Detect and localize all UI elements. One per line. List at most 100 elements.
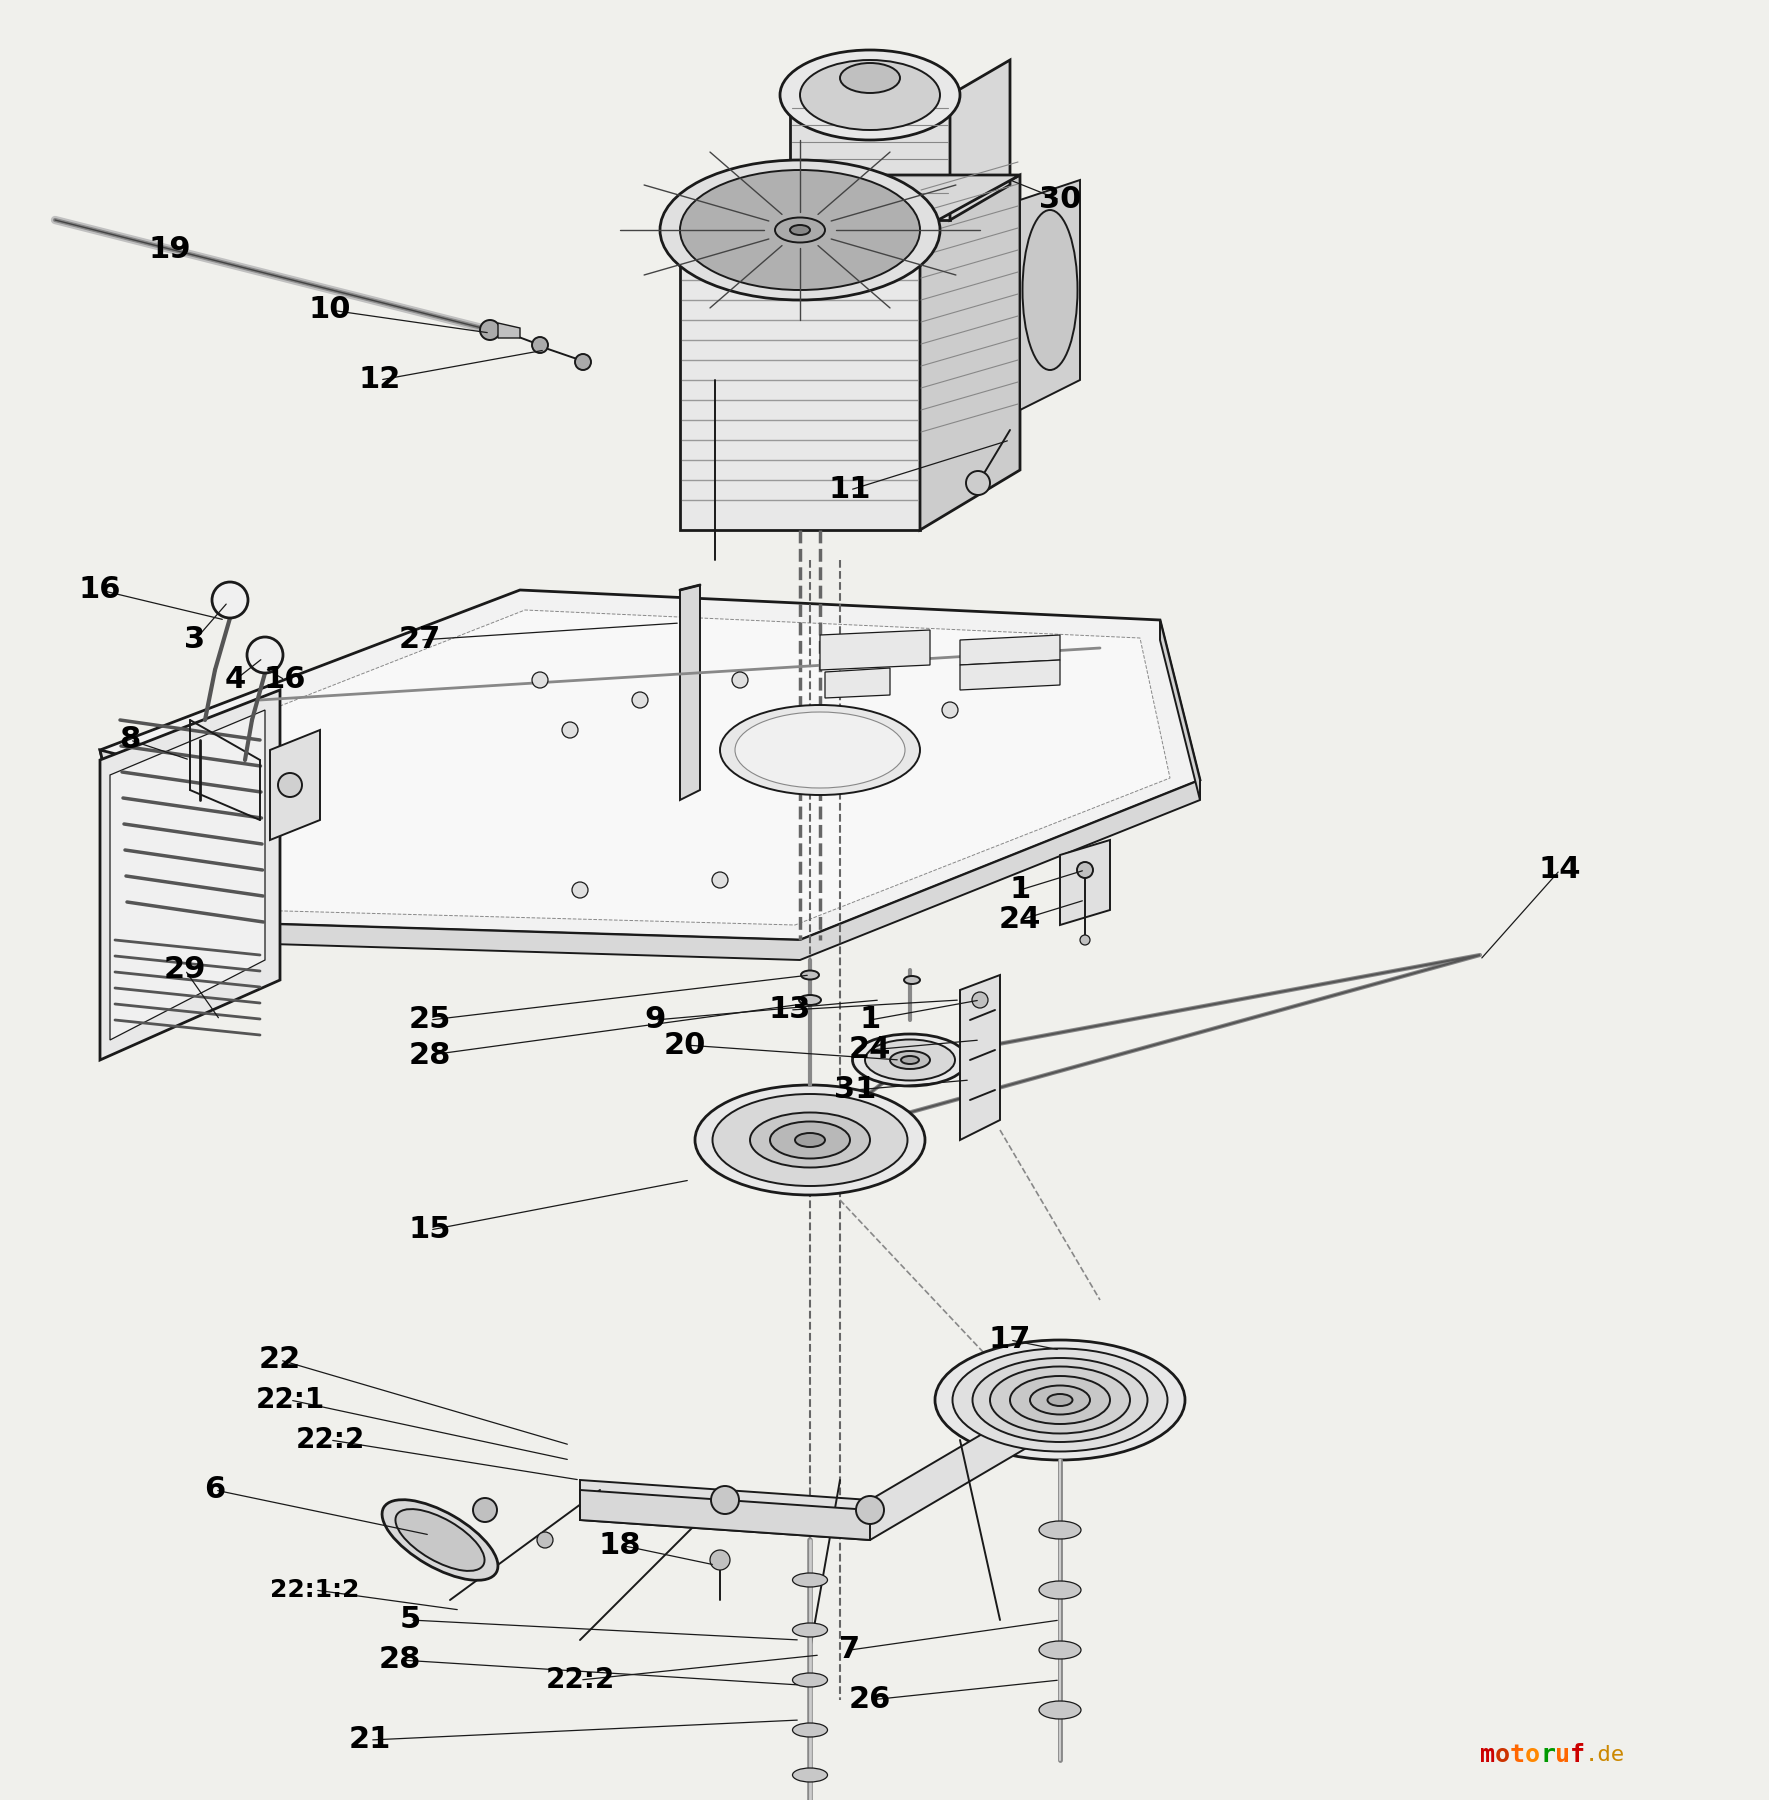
Polygon shape [679, 230, 920, 529]
Ellipse shape [952, 1348, 1168, 1451]
Ellipse shape [660, 160, 939, 301]
Ellipse shape [750, 1112, 870, 1168]
Circle shape [212, 581, 248, 617]
Ellipse shape [1047, 1393, 1072, 1406]
Text: 9: 9 [644, 1006, 665, 1035]
Circle shape [632, 691, 647, 707]
Circle shape [943, 702, 959, 718]
Circle shape [571, 882, 587, 898]
Polygon shape [1060, 841, 1109, 925]
Text: 27: 27 [398, 626, 440, 655]
Text: 22:1:2: 22:1:2 [271, 1579, 359, 1602]
Polygon shape [271, 731, 320, 841]
Circle shape [479, 320, 501, 340]
Ellipse shape [780, 50, 961, 140]
Ellipse shape [1022, 211, 1077, 371]
Ellipse shape [991, 1366, 1130, 1433]
Ellipse shape [801, 970, 819, 979]
Polygon shape [679, 175, 1021, 230]
Polygon shape [499, 322, 520, 338]
Ellipse shape [382, 1499, 497, 1580]
Circle shape [856, 1496, 884, 1525]
Polygon shape [140, 779, 1199, 959]
Text: 8: 8 [119, 725, 140, 754]
Text: 22:1: 22:1 [255, 1386, 324, 1415]
Circle shape [709, 1550, 731, 1570]
Circle shape [538, 1532, 554, 1548]
Text: f: f [1571, 1742, 1585, 1768]
Text: 7: 7 [840, 1636, 860, 1665]
Circle shape [575, 355, 591, 371]
Ellipse shape [1030, 1386, 1090, 1415]
Circle shape [532, 671, 548, 688]
Ellipse shape [853, 1033, 968, 1085]
Ellipse shape [936, 1339, 1185, 1460]
Ellipse shape [793, 1672, 828, 1687]
Text: 31: 31 [833, 1075, 876, 1105]
Text: 30: 30 [1038, 185, 1081, 214]
Text: 29: 29 [165, 956, 207, 985]
Polygon shape [156, 610, 1169, 925]
Circle shape [971, 992, 989, 1008]
Ellipse shape [695, 1085, 925, 1195]
Ellipse shape [679, 169, 920, 290]
Text: 5: 5 [400, 1606, 421, 1634]
Ellipse shape [1038, 1580, 1081, 1598]
Circle shape [278, 772, 302, 797]
Ellipse shape [791, 225, 810, 236]
Circle shape [711, 871, 729, 887]
Text: 13: 13 [770, 995, 812, 1024]
Polygon shape [791, 95, 950, 220]
Text: 1: 1 [1010, 875, 1031, 904]
Text: 24: 24 [849, 1035, 892, 1064]
Text: 15: 15 [409, 1215, 451, 1244]
Ellipse shape [973, 1357, 1148, 1442]
Polygon shape [101, 590, 1199, 940]
Text: 1: 1 [860, 1006, 881, 1035]
Ellipse shape [793, 1723, 828, 1737]
Ellipse shape [800, 59, 939, 130]
Text: 19: 19 [149, 236, 191, 265]
Text: o: o [1525, 1742, 1541, 1768]
Polygon shape [961, 635, 1060, 664]
Text: 4: 4 [225, 666, 246, 695]
Circle shape [248, 637, 283, 673]
Circle shape [1077, 862, 1093, 878]
Circle shape [711, 1487, 739, 1514]
Text: .de: .de [1585, 1744, 1626, 1766]
Circle shape [563, 722, 578, 738]
Polygon shape [101, 751, 156, 920]
Ellipse shape [793, 1573, 828, 1588]
Polygon shape [1160, 619, 1199, 799]
Ellipse shape [734, 713, 906, 788]
Text: r: r [1541, 1742, 1555, 1768]
Text: 14: 14 [1539, 855, 1581, 884]
Text: 25: 25 [409, 1006, 451, 1035]
Ellipse shape [1038, 1642, 1081, 1660]
Ellipse shape [900, 1057, 920, 1064]
Ellipse shape [865, 1040, 955, 1080]
Ellipse shape [775, 218, 824, 243]
Ellipse shape [890, 1051, 930, 1069]
Polygon shape [101, 689, 280, 1060]
Text: m: m [1481, 1742, 1495, 1768]
Text: 22:2: 22:2 [545, 1667, 614, 1694]
Text: 24: 24 [999, 905, 1042, 934]
Polygon shape [679, 585, 701, 799]
Polygon shape [824, 668, 890, 698]
Text: 16: 16 [264, 666, 306, 695]
Ellipse shape [396, 1508, 485, 1571]
Text: 26: 26 [849, 1685, 892, 1714]
Circle shape [732, 671, 748, 688]
Polygon shape [920, 175, 1021, 529]
Ellipse shape [720, 706, 920, 796]
Text: 10: 10 [310, 295, 352, 324]
Text: o: o [1495, 1742, 1511, 1768]
Ellipse shape [1038, 1521, 1081, 1539]
Polygon shape [110, 709, 265, 1040]
Ellipse shape [800, 995, 821, 1004]
Ellipse shape [1010, 1375, 1109, 1424]
Text: 6: 6 [205, 1476, 226, 1505]
Polygon shape [961, 661, 1060, 689]
Ellipse shape [794, 1132, 824, 1147]
